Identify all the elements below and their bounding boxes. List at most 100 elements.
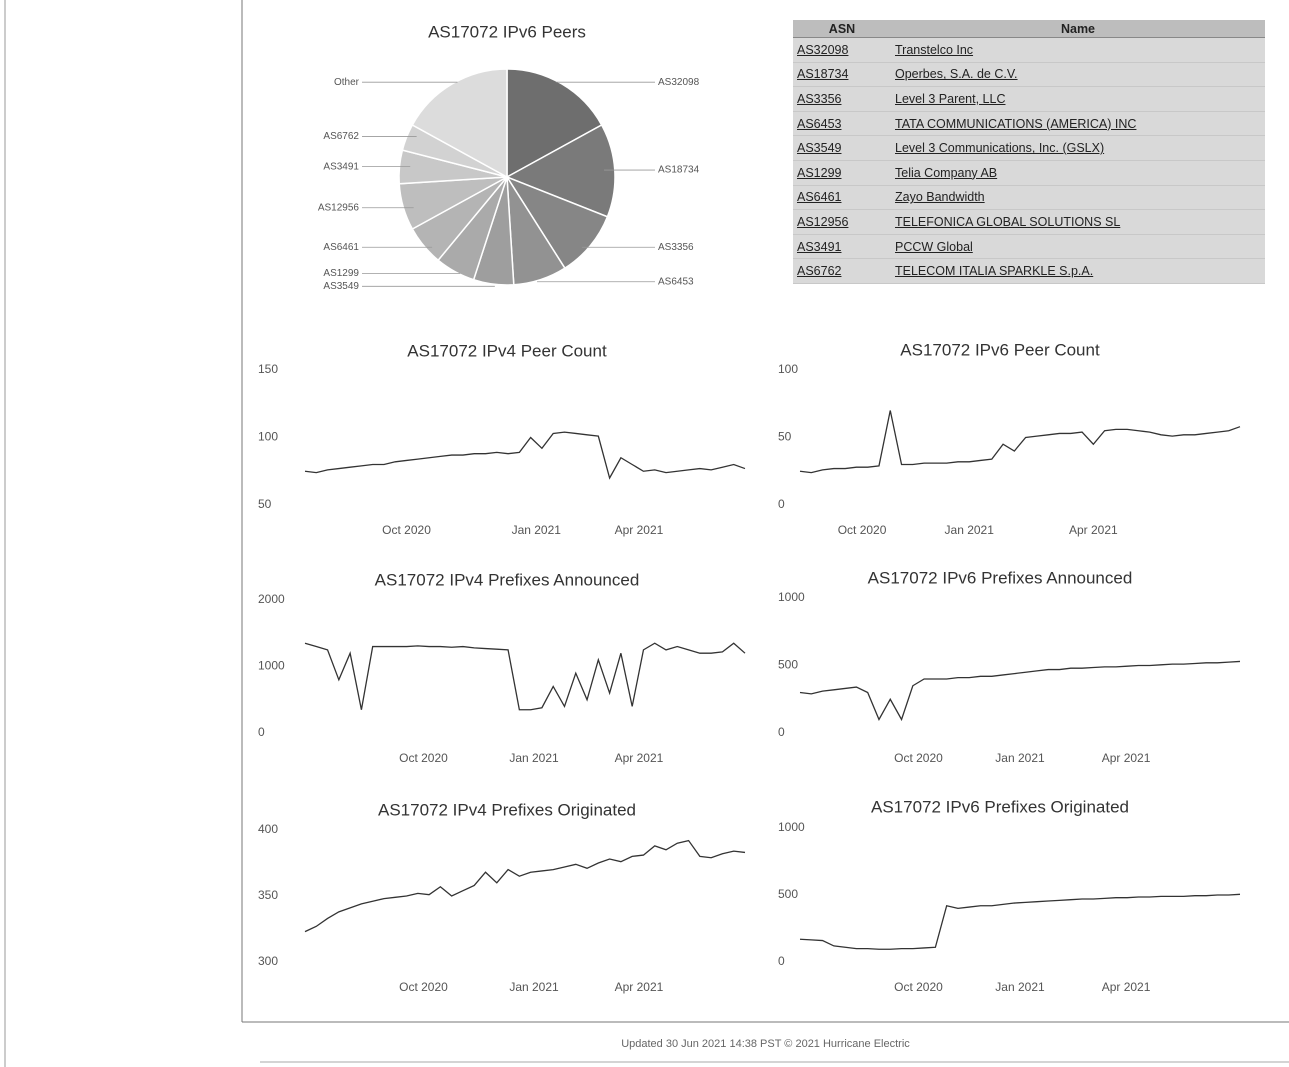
y-tick-label: 100 bbox=[778, 362, 798, 376]
y-tick-label: 350 bbox=[258, 888, 278, 902]
y-tick-label: 1000 bbox=[778, 820, 805, 834]
as-name-link[interactable]: PCCW Global bbox=[895, 239, 973, 254]
pie-label: AS6461 bbox=[323, 242, 359, 253]
x-tick-label: Oct 2020 bbox=[382, 523, 431, 537]
header-row: ASN Name bbox=[793, 20, 1265, 38]
pie-label: AS18734 bbox=[658, 165, 700, 176]
table-cell: PCCW Global bbox=[891, 234, 1265, 260]
y-tick-label: 400 bbox=[258, 822, 278, 836]
as-name-link[interactable]: Telia Company AB bbox=[895, 165, 998, 180]
table-row: AS32098 Transtelco Inc bbox=[793, 37, 1265, 63]
pie-label: AS6453 bbox=[658, 276, 694, 287]
x-tick-label: Apr 2021 bbox=[1102, 751, 1151, 765]
data-line bbox=[799, 410, 1241, 474]
x-tick-label: Apr 2021 bbox=[615, 751, 664, 765]
asn-link[interactable]: AS6762 bbox=[797, 264, 842, 279]
table-cell: AS6461 bbox=[793, 185, 891, 211]
table-row: AS1299 Telia Company AB bbox=[793, 160, 1265, 186]
table-cell: AS1299 bbox=[793, 160, 891, 186]
x-tick-label: Apr 2021 bbox=[1069, 523, 1118, 537]
as-name-link[interactable]: Level 3 Communications, Inc. (GSLX) bbox=[895, 141, 1105, 156]
y-tick-label: 0 bbox=[778, 725, 785, 739]
table-cell: AS3491 bbox=[793, 234, 891, 260]
asn-link[interactable]: AS12956 bbox=[797, 214, 849, 229]
y-tick-label: 300 bbox=[258, 954, 278, 968]
table-cell: Level 3 Parent, LLC bbox=[891, 86, 1265, 112]
as-name-link[interactable]: Zayo Bandwidth bbox=[895, 190, 985, 205]
chart-title: AS17072 IPv6 Peers bbox=[428, 22, 586, 41]
as-name-link[interactable]: Operbes, S.A. de C.V. bbox=[895, 67, 1018, 82]
asn-link[interactable]: AS18734 bbox=[797, 67, 849, 82]
as-name-link[interactable]: Level 3 Parent, LLC bbox=[895, 91, 1006, 106]
x-tick-label: Jan 2021 bbox=[945, 523, 995, 537]
y-tick-label: 0 bbox=[778, 954, 785, 968]
table-cell: Operbes, S.A. de C.V. bbox=[891, 62, 1265, 88]
header-cell: ASN bbox=[793, 20, 891, 38]
x-tick-label: Oct 2020 bbox=[894, 980, 943, 994]
pie-slice bbox=[506, 68, 603, 179]
pie-slice bbox=[411, 68, 508, 179]
as-name-link[interactable]: TELEFONICA GLOBAL SOLUTIONS SL bbox=[895, 214, 1121, 229]
table-cell: AS32098 bbox=[793, 37, 891, 63]
y-tick-label: 1000 bbox=[258, 659, 285, 673]
chart-title: AS17072 IPv6 Peer Count bbox=[900, 340, 1100, 359]
table-row: AS3356 Level 3 Parent, LLC bbox=[793, 86, 1265, 112]
x-tick-label: Apr 2021 bbox=[615, 523, 664, 537]
asn-link[interactable]: AS6453 bbox=[797, 116, 842, 131]
x-tick-label: Oct 2020 bbox=[399, 980, 448, 994]
data-line bbox=[304, 642, 746, 711]
asn-link[interactable]: AS3491 bbox=[797, 239, 842, 254]
asn-link[interactable]: AS3356 bbox=[797, 91, 842, 106]
table-row: AS6453 TATA COMMUNICATIONS (AMERICA) INC bbox=[793, 111, 1265, 137]
pie-label: AS1299 bbox=[323, 268, 359, 279]
y-tick-label: 1000 bbox=[778, 590, 805, 604]
as-name-link[interactable]: Transtelco Inc bbox=[895, 42, 974, 57]
table-row: AS6762 TELECOM ITALIA SPARKLE S.p.A. bbox=[793, 258, 1265, 284]
table-cell: AS3549 bbox=[793, 135, 891, 161]
y-tick-label: 2000 bbox=[258, 592, 285, 606]
chart-title: AS17072 IPv4 Prefixes Announced bbox=[375, 570, 640, 589]
header-cell: Name bbox=[891, 20, 1265, 38]
data-line bbox=[799, 893, 1241, 950]
peer-table: ASN Name AS32098 Transtelco Inc AS18734 Ope… bbox=[793, 20, 1265, 284]
table-cell: Zayo Bandwidth bbox=[891, 185, 1265, 211]
as-name-link[interactable]: TELECOM ITALIA SPARKLE S.p.A. bbox=[895, 264, 1094, 279]
y-tick-label: 500 bbox=[778, 658, 798, 672]
pie-label: AS6762 bbox=[323, 131, 359, 142]
y-tick-label: 50 bbox=[778, 430, 792, 444]
asn-link[interactable]: AS3549 bbox=[797, 141, 842, 156]
x-tick-label: Jan 2021 bbox=[512, 523, 562, 537]
chart-title: AS17072 IPv4 Prefixes Originated bbox=[378, 800, 636, 819]
table-cell: TELEFONICA GLOBAL SOLUTIONS SL bbox=[891, 209, 1265, 235]
x-tick-label: Oct 2020 bbox=[838, 523, 887, 537]
pie-label: AS3491 bbox=[323, 161, 359, 172]
asn-link[interactable]: AS1299 bbox=[797, 165, 842, 180]
data-line bbox=[304, 839, 746, 933]
table-cell: Transtelco Inc bbox=[891, 37, 1265, 63]
data-line bbox=[799, 660, 1241, 722]
table-row: AS6461 Zayo Bandwidth bbox=[793, 185, 1265, 211]
x-tick-label: Jan 2021 bbox=[995, 980, 1045, 994]
pie-label: AS3356 bbox=[658, 242, 694, 253]
table-cell: TATA COMMUNICATIONS (AMERICA) INC bbox=[891, 111, 1265, 137]
data-line bbox=[304, 431, 746, 480]
table-row: AS12956 TELEFONICA GLOBAL SOLUTIONS SL bbox=[793, 209, 1265, 235]
chart-title: AS17072 IPv4 Peer Count bbox=[407, 341, 607, 360]
x-tick-label: Jan 2021 bbox=[995, 751, 1045, 765]
table-cell: AS3356 bbox=[793, 86, 891, 112]
asn-link[interactable]: AS6461 bbox=[797, 190, 842, 205]
table-row: AS3549 Level 3 Communications, Inc. (GSLX… bbox=[793, 135, 1265, 161]
y-tick-label: 0 bbox=[258, 725, 265, 739]
y-tick-label: 100 bbox=[258, 430, 278, 444]
x-tick-label: Oct 2020 bbox=[894, 751, 943, 765]
asn-link[interactable]: AS32098 bbox=[797, 42, 849, 57]
chart-title: AS17072 IPv6 Prefixes Announced bbox=[868, 568, 1133, 587]
table-cell: Telia Company AB bbox=[891, 160, 1265, 186]
table-row: AS3491 PCCW Global bbox=[793, 234, 1265, 260]
as-name-link[interactable]: TATA COMMUNICATIONS (AMERICA) INC bbox=[895, 116, 1137, 131]
x-tick-label: Jan 2021 bbox=[509, 980, 559, 994]
table-cell: AS18734 bbox=[793, 62, 891, 88]
y-tick-label: 150 bbox=[258, 362, 278, 376]
